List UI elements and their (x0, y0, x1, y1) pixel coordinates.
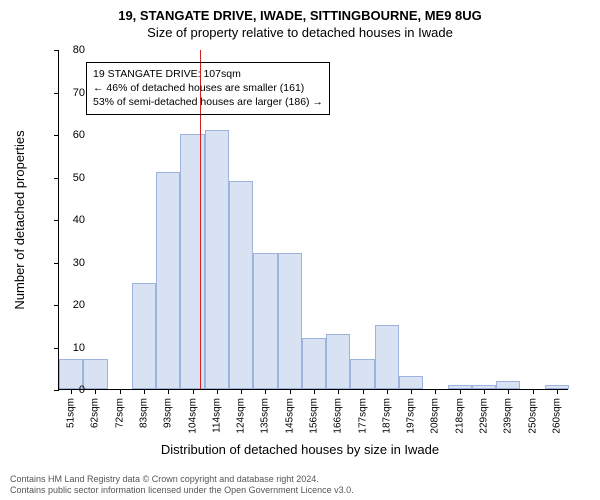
x-tick-label: 229sqm (479, 398, 490, 434)
x-tick-label: 62sqm (90, 398, 101, 428)
x-tick-mark (460, 389, 461, 394)
y-tick-label: 40 (55, 214, 85, 226)
page-title: 19, STANGATE DRIVE, IWADE, SITTINGBOURNE… (0, 0, 600, 23)
histogram-bar (229, 181, 253, 389)
y-tick-label: 0 (55, 384, 85, 396)
x-tick-mark (508, 389, 509, 394)
x-tick-label: 239sqm (503, 398, 514, 434)
x-tick-label: 208sqm (430, 398, 441, 434)
histogram-bar (496, 381, 520, 390)
x-tick-mark (387, 389, 388, 394)
x-tick-label: 72sqm (114, 398, 125, 428)
x-tick-label: 145sqm (284, 398, 295, 434)
annotation-line-2: ← 46% of detached houses are smaller (16… (93, 81, 323, 95)
histogram-bar (156, 172, 180, 389)
x-tick-label: 250sqm (527, 398, 538, 434)
x-axis-label: Distribution of detached houses by size … (0, 442, 600, 457)
histogram-bar (350, 359, 374, 389)
x-tick-mark (435, 389, 436, 394)
x-tick-label: 197sqm (406, 398, 417, 434)
x-tick-label: 135sqm (260, 398, 271, 434)
x-tick-mark (314, 389, 315, 394)
histogram-bar (83, 359, 107, 389)
x-tick-mark (363, 389, 364, 394)
footer-line-2: Contains public sector information licen… (10, 485, 590, 496)
x-tick-mark (265, 389, 266, 394)
histogram-bar (399, 376, 423, 389)
histogram-chart: 51sqm62sqm72sqm83sqm93sqm104sqm114sqm124… (58, 50, 568, 390)
x-tick-mark (120, 389, 121, 394)
x-tick-label: 83sqm (139, 398, 150, 428)
y-tick-label: 10 (55, 342, 85, 354)
x-tick-mark (411, 389, 412, 394)
x-tick-label: 166sqm (333, 398, 344, 434)
x-tick-label: 177sqm (357, 398, 368, 434)
histogram-bar (375, 325, 399, 389)
page-subtitle: Size of property relative to detached ho… (0, 23, 600, 40)
histogram-bar (253, 253, 277, 389)
annotation-line-3: 53% of semi-detached houses are larger (… (93, 95, 323, 109)
histogram-bar (302, 338, 326, 389)
y-tick-label: 50 (55, 172, 85, 184)
histogram-bar (180, 134, 204, 389)
x-tick-mark (533, 389, 534, 394)
x-tick-label: 156sqm (309, 398, 320, 434)
y-tick-label: 20 (55, 299, 85, 311)
x-tick-label: 93sqm (163, 398, 174, 428)
footer-credits: Contains HM Land Registry data © Crown c… (10, 474, 590, 497)
x-tick-mark (193, 389, 194, 394)
annotation-line-1: 19 STANGATE DRIVE: 107sqm (93, 67, 323, 81)
histogram-bar (278, 253, 302, 389)
y-tick-label: 60 (55, 129, 85, 141)
y-tick-label: 70 (55, 87, 85, 99)
x-tick-label: 51sqm (66, 398, 77, 428)
x-tick-label: 104sqm (187, 398, 198, 434)
x-tick-mark (168, 389, 169, 394)
x-tick-mark (484, 389, 485, 394)
histogram-bar (205, 130, 229, 389)
x-tick-mark (557, 389, 558, 394)
x-tick-mark (217, 389, 218, 394)
x-tick-mark (95, 389, 96, 394)
annotation-box: 19 STANGATE DRIVE: 107sqm ← 46% of detac… (86, 62, 330, 115)
y-axis-label: Number of detached properties (12, 130, 27, 309)
footer-line-1: Contains HM Land Registry data © Crown c… (10, 474, 590, 485)
x-tick-label: 124sqm (236, 398, 247, 434)
x-tick-mark (241, 389, 242, 394)
x-tick-mark (290, 389, 291, 394)
x-tick-mark (144, 389, 145, 394)
x-tick-label: 260sqm (551, 398, 562, 434)
x-tick-mark (338, 389, 339, 394)
x-tick-label: 114sqm (211, 398, 222, 433)
histogram-bar (326, 334, 350, 389)
y-tick-label: 80 (55, 44, 85, 56)
histogram-bar (132, 283, 156, 389)
y-tick-label: 30 (55, 257, 85, 269)
x-tick-label: 187sqm (381, 398, 392, 434)
x-tick-label: 218sqm (454, 398, 465, 434)
